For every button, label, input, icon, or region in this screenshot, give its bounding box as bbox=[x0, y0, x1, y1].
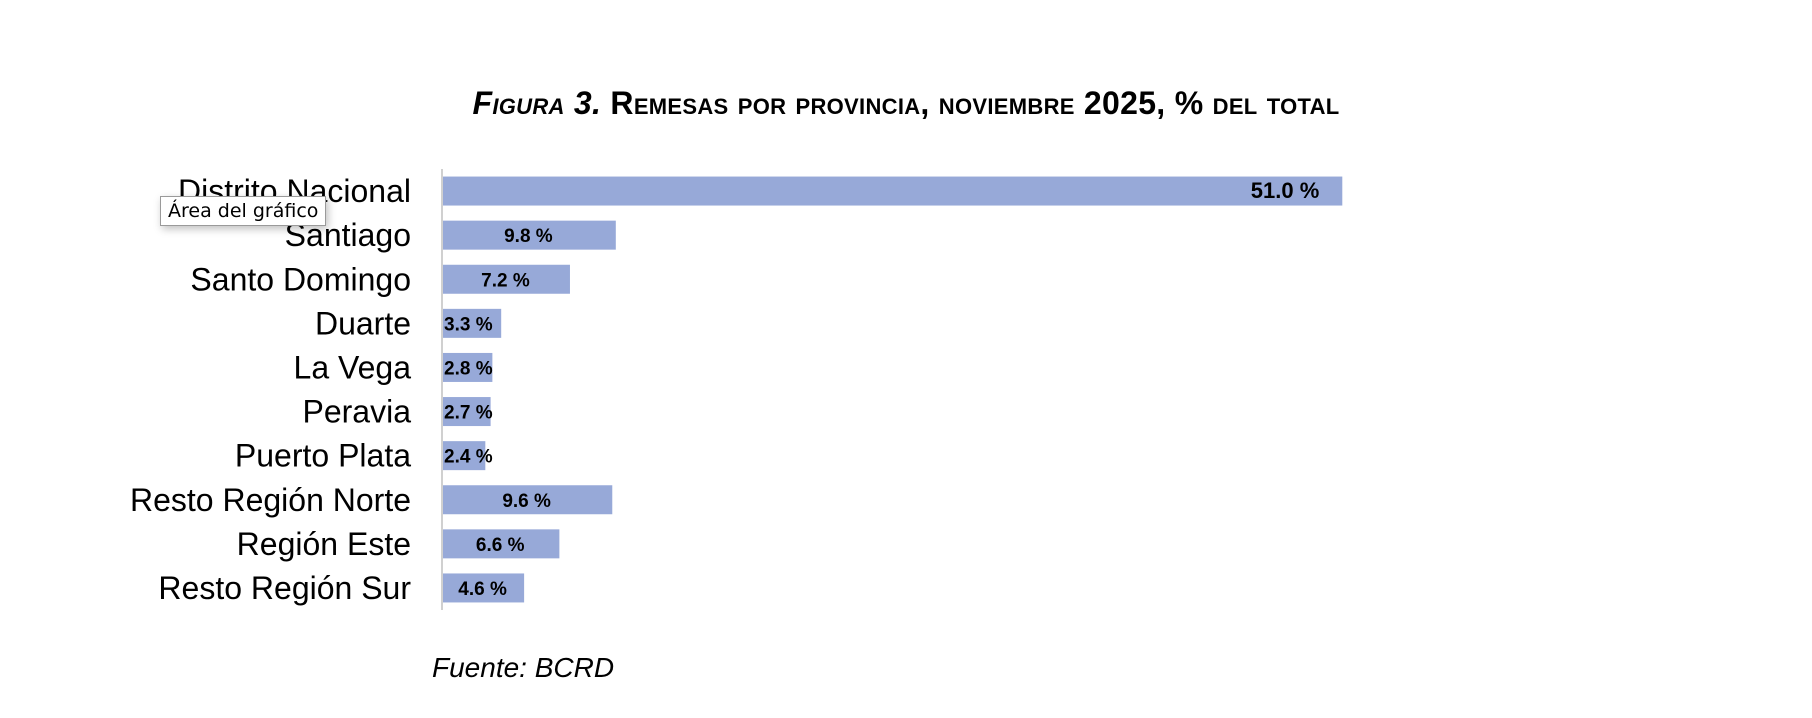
bar[interactable] bbox=[443, 441, 486, 471]
bar[interactable] bbox=[443, 573, 525, 603]
data-label: 6.6 % bbox=[476, 535, 525, 556]
data-label: 2.8 % bbox=[444, 358, 493, 379]
figure-number: Figura 3. bbox=[472, 85, 602, 121]
category-tick-label: Resto Región Sur bbox=[158, 570, 411, 606]
category-tick-label: Resto Región Norte bbox=[130, 482, 411, 518]
bar[interactable] bbox=[443, 485, 613, 515]
bar[interactable] bbox=[443, 397, 491, 427]
bar[interactable] bbox=[443, 176, 1343, 206]
data-label: 9.6 % bbox=[502, 491, 551, 512]
category-tick-label: Peravia bbox=[303, 394, 412, 430]
bar[interactable] bbox=[443, 352, 493, 382]
bar[interactable] bbox=[443, 220, 616, 250]
chart-area-tooltip: Área del gráfico bbox=[160, 196, 327, 226]
source-note: Fuente: BCRD bbox=[432, 652, 615, 683]
category-tick-label: Puerto Plata bbox=[235, 438, 411, 474]
category-tick-label: Santo Domingo bbox=[190, 261, 411, 297]
bar[interactable] bbox=[443, 308, 502, 338]
data-label: 3.3 % bbox=[444, 314, 493, 335]
data-label: 9.8 % bbox=[504, 226, 553, 247]
data-label: 2.4 % bbox=[444, 447, 493, 468]
bar[interactable] bbox=[443, 529, 560, 559]
data-label: 4.6 % bbox=[458, 579, 507, 600]
figure-title: Remesas por provincia, noviembre 2025, %… bbox=[610, 85, 1340, 121]
bar-chart[interactable]: Distrito Nacional 51.0 %Santiago 9.8 %Sant… bbox=[0, 0, 1812, 640]
chart-title: Figura 3. Remesas por provincia, noviemb… bbox=[0, 85, 1812, 122]
category-tick-label: La Vega bbox=[294, 349, 412, 385]
category-tick-label: Duarte bbox=[315, 305, 411, 341]
bar[interactable] bbox=[443, 264, 570, 294]
data-label: 2.7 % bbox=[444, 403, 493, 424]
data-label: 7.2 % bbox=[481, 270, 530, 291]
category-tick-label: Región Este bbox=[237, 526, 411, 562]
data-label: 51.0 % bbox=[1251, 178, 1320, 203]
